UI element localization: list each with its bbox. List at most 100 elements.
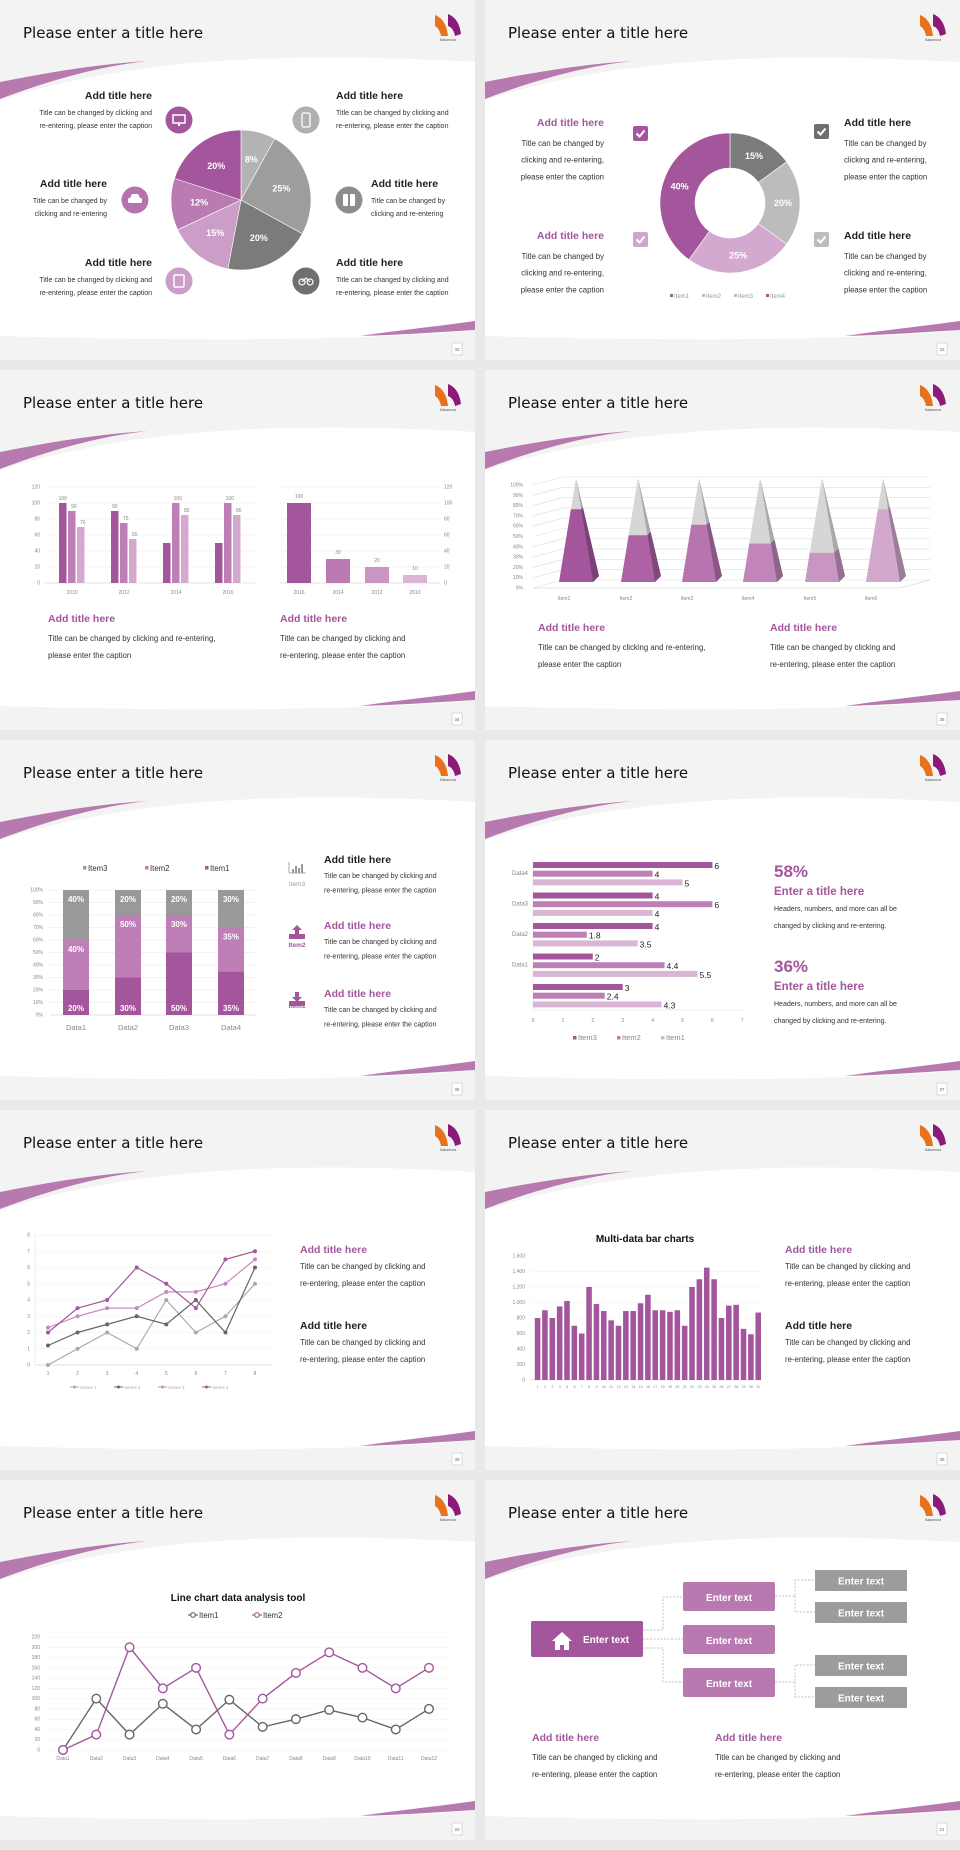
pyramid-shade	[834, 548, 845, 582]
text-block: Add title here Title can be changed by cl…	[532, 1732, 657, 1779]
y-tick-label: 120	[32, 1686, 41, 1692]
block-caption: Title can be changed by	[371, 198, 446, 205]
horizontal-bar	[533, 862, 713, 868]
level2-node[interactable]: Enter text	[815, 1602, 907, 1623]
block-caption: Title can be changed by clicking and	[715, 1753, 840, 1762]
bar-data-label: 3	[625, 983, 630, 993]
logo-text: Nakamura	[440, 1518, 456, 1522]
slide-canvas: Please enter a title here Nakamura 21 Enter…	[485, 1480, 960, 1840]
pyramid-bar	[682, 478, 722, 582]
pie-slice-label: 20%	[250, 233, 268, 243]
x-tick-label: 2012	[118, 590, 129, 596]
upload-icon	[289, 925, 305, 939]
data-point	[105, 1306, 110, 1311]
data-point	[191, 1724, 202, 1735]
stat-value: 36%	[774, 957, 808, 976]
text-block: Add title here Title can be changed by cl…	[715, 1732, 840, 1779]
data-point	[124, 1729, 135, 1740]
level1-node[interactable]: Enter text	[683, 1625, 775, 1654]
logo-orange-leaf	[435, 1125, 448, 1146]
page-number: 32	[454, 347, 460, 352]
x-tick-label: 7	[581, 1385, 583, 1389]
text-block: Add title here Title can be changed by cl…	[324, 920, 437, 961]
decorative-swoosh	[360, 1431, 475, 1446]
pyramid-fill-side	[834, 548, 845, 582]
bar-data-label: 30	[335, 550, 341, 556]
x-tick-label: 8	[588, 1385, 590, 1389]
text-block: Add title here Title can be changed by cli…	[371, 178, 446, 218]
data-point	[290, 1714, 301, 1725]
data-point	[164, 1289, 169, 1294]
bar	[365, 567, 389, 583]
x-tick-label: Data11	[388, 1756, 404, 1762]
y-tick-label: 90%	[33, 900, 44, 906]
level2-node[interactable]: Enter text	[815, 1687, 907, 1708]
data-point	[193, 1330, 198, 1335]
legend-label: Item2	[150, 864, 170, 873]
pie-slice	[240, 138, 312, 235]
x-tick-label: 30	[749, 1385, 753, 1389]
book-icon	[165, 267, 193, 295]
horizontal-bar	[533, 962, 665, 969]
legend-marker	[161, 1385, 164, 1389]
y-tick-label: 70%	[513, 513, 524, 519]
legend-label: Item3	[738, 294, 754, 300]
y-tick-label: 1,200	[512, 1285, 525, 1291]
block-caption: re-entering, please enter the caption	[532, 1770, 657, 1779]
y-tick-label: 90%	[513, 493, 524, 499]
pyramid-fill	[805, 552, 839, 582]
y-category-label: Data4	[512, 871, 529, 877]
logo-text: Nakamura	[925, 778, 941, 782]
bar	[77, 527, 85, 583]
bar-data-label: 3.5	[640, 939, 652, 949]
data-point	[58, 1745, 69, 1756]
page-number-box	[451, 1452, 463, 1466]
x-tick-label: 28	[734, 1385, 738, 1389]
stacked-bar-segment	[166, 915, 192, 953]
y-tick-label: 400	[517, 1347, 526, 1353]
bar	[586, 1287, 592, 1380]
level2-node[interactable]: Enter text	[815, 1655, 907, 1676]
x-tick-label: Item1	[558, 596, 571, 602]
data-point	[324, 1704, 335, 1715]
block-caption: please enter the caption	[538, 660, 621, 669]
bar	[111, 511, 119, 583]
y-tick-label: 100%	[510, 483, 523, 489]
x-tick-label: 5	[566, 1385, 568, 1389]
bar	[534, 1318, 541, 1380]
text-block: Add title here Title can be changed by cl…	[48, 613, 215, 660]
x-tick-label: 2010	[409, 590, 420, 596]
slide-canvas: Please enter a title here Nakamura 32 8% 25%…	[0, 0, 475, 360]
x-tick-label: 19	[668, 1385, 672, 1389]
bar-data-label: 75	[123, 516, 129, 522]
line-series	[47, 1250, 256, 1333]
level1-node[interactable]: Enter text	[683, 1582, 775, 1611]
y-tick-label: 40%	[513, 544, 524, 550]
legend-swatch	[205, 866, 209, 870]
root-node[interactable]: Enter text	[531, 1621, 643, 1657]
pyramid-shade	[706, 522, 722, 582]
bar	[748, 1334, 754, 1380]
y-tick-label: 80	[34, 517, 40, 523]
donut-segment	[659, 132, 731, 261]
level1-node[interactable]: Enter text	[683, 1668, 775, 1697]
pie-slice-label: 20%	[207, 161, 225, 171]
block-caption: Title can be changed by clicking and	[336, 277, 449, 284]
level2-node[interactable]: Enter text	[815, 1570, 907, 1591]
stacked-bar-segment	[115, 890, 141, 915]
bar	[181, 515, 189, 583]
page-number: 20	[454, 1827, 460, 1832]
x-tick-label: Data1	[56, 1756, 70, 1762]
x-tick-label: Item2	[620, 596, 633, 602]
block-caption: Title can be changed by clicking and	[324, 873, 437, 880]
logo-text: Nakamura	[925, 408, 941, 412]
chart-title: Multi-data bar charts	[596, 1234, 695, 1245]
stat-block: 58% Enter a title here Headers, numbers, a…	[774, 862, 897, 930]
gridline	[532, 497, 930, 506]
pyramid-bar	[559, 478, 599, 582]
stat-caption: Headers, numbers, and more can all be	[774, 906, 897, 913]
block-title: Add title here	[371, 178, 438, 190]
home-icon	[552, 1632, 572, 1650]
pyramid-fill-side	[647, 531, 661, 582]
